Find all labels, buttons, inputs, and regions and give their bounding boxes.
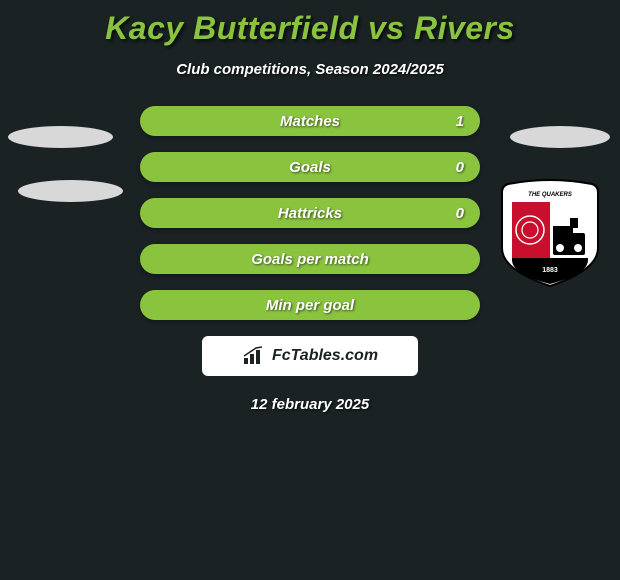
player-right-avatar-placeholder (510, 126, 610, 148)
date-text: 12 february 2025 (0, 396, 620, 413)
club-right-crest: THE QUAKERS 1883 (498, 178, 602, 288)
attribution-text: FcTables.com (272, 347, 378, 365)
quakers-crest-icon: THE QUAKERS 1883 (498, 178, 602, 288)
stat-value: 0 (456, 205, 464, 222)
club-left-crest-placeholder (18, 180, 123, 202)
stat-bar-goals: Goals 0 (140, 152, 480, 182)
stat-bar-min-per-goal: Min per goal (140, 290, 480, 320)
stat-bar-goals-per-match: Goals per match (140, 244, 480, 274)
attribution-badge: FcTables.com (202, 336, 418, 376)
svg-text:1883: 1883 (542, 267, 558, 274)
stat-label: Hattricks (278, 205, 342, 222)
stat-value: 1 (456, 113, 464, 130)
stats-container: Matches 1 Goals 0 Hattricks 0 Goals per … (140, 106, 480, 320)
player-left-avatar-placeholder (8, 126, 113, 148)
svg-text:THE QUAKERS: THE QUAKERS (528, 192, 572, 198)
stat-label: Matches (280, 113, 340, 130)
stat-label: Goals per match (251, 251, 369, 268)
page-subtitle: Club competitions, Season 2024/2025 (0, 61, 620, 78)
page-title: Kacy Butterfield vs Rivers (0, 0, 620, 47)
stat-label: Min per goal (266, 297, 354, 314)
stat-value: 0 (456, 159, 464, 176)
stat-label: Goals (289, 159, 331, 176)
stat-bar-hattricks: Hattricks 0 (140, 198, 480, 228)
stat-bar-matches: Matches 1 (140, 106, 480, 136)
chart-icon (242, 346, 268, 366)
